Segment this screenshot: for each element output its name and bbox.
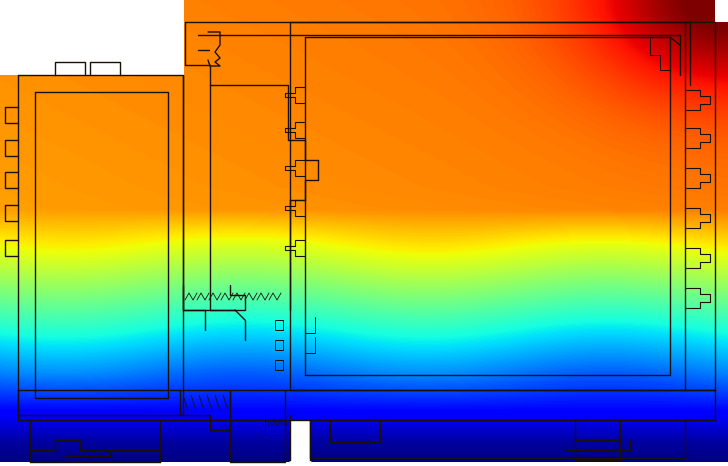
- Bar: [715, 0, 728, 22]
- Bar: [0, 462, 728, 466]
- Bar: [290, 420, 310, 466]
- Bar: [0, 0, 184, 75]
